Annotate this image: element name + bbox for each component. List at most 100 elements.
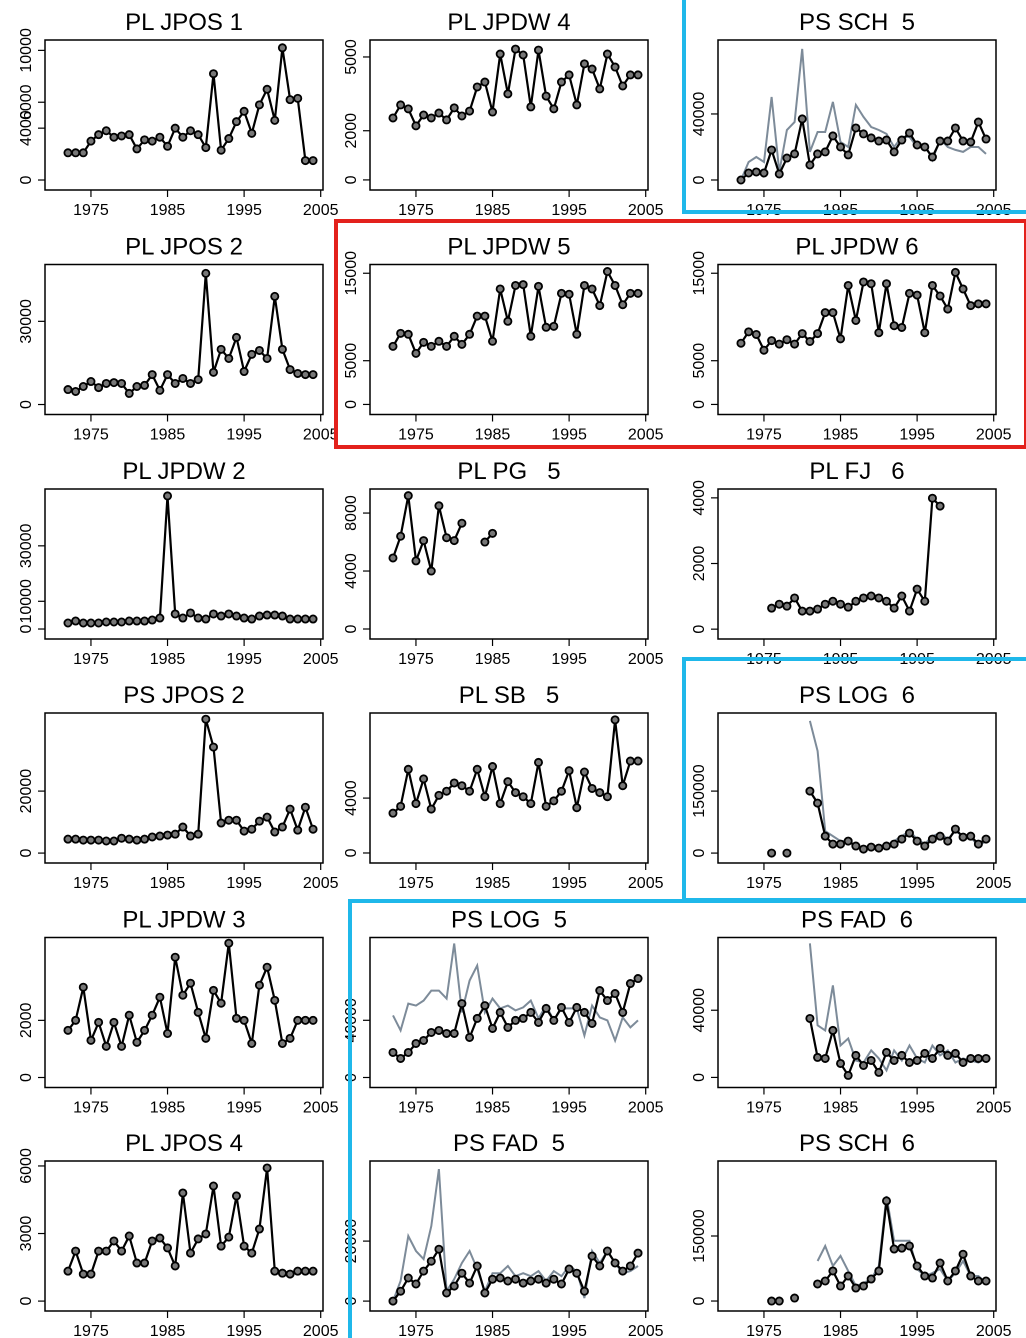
y-tick-label: 0	[343, 175, 360, 184]
y-tick-label: 0	[343, 848, 360, 857]
data-point	[618, 1007, 628, 1017]
data-point	[224, 134, 234, 144]
data-point	[579, 59, 589, 69]
data-point	[308, 370, 318, 380]
data-point	[277, 1268, 287, 1278]
data-point	[904, 288, 914, 298]
data-point	[472, 311, 482, 321]
data-point	[943, 836, 953, 846]
x-tick-label: 2005	[976, 1100, 1012, 1117]
data-point	[751, 329, 761, 339]
data-point	[958, 832, 968, 842]
data-point	[208, 609, 218, 619]
data-point	[388, 341, 398, 351]
data-point	[836, 142, 846, 152]
panel: PL SB 5 1975 1985 1995 2005 0 4000	[343, 682, 664, 892]
data-point	[426, 566, 436, 576]
data-point	[889, 147, 899, 157]
panel-title: PL JPDW 3	[122, 907, 245, 934]
highlight-boxes	[334, 0, 1026, 1338]
data-point	[533, 757, 543, 767]
data-point	[610, 989, 620, 999]
x-tick-label: 2005	[976, 1323, 1012, 1338]
x-tick-label: 1995	[226, 427, 262, 444]
data-point	[442, 533, 452, 543]
data-point	[178, 373, 188, 383]
data-point	[774, 1296, 784, 1306]
series-line	[68, 718, 315, 843]
data-point	[958, 136, 968, 146]
data-point	[820, 147, 830, 157]
data-point	[859, 844, 869, 854]
x-tick-label: 1995	[899, 427, 935, 444]
data-point	[109, 132, 119, 142]
x-tick-label: 1975	[73, 651, 109, 668]
data-point	[449, 331, 459, 341]
data-point	[270, 827, 280, 837]
data-point	[78, 381, 88, 391]
data-point	[556, 786, 566, 796]
data-point	[86, 1269, 96, 1279]
data-point	[579, 1286, 589, 1296]
data-point	[442, 341, 452, 351]
x-tick-label: 1995	[226, 1100, 262, 1117]
data-point	[881, 1047, 891, 1057]
data-point	[595, 788, 605, 798]
data-point	[78, 618, 88, 628]
data-point	[101, 1041, 111, 1051]
data-point	[254, 345, 264, 355]
data-point	[966, 137, 976, 147]
data-point	[117, 1246, 127, 1256]
data-point	[633, 288, 643, 298]
data-point	[201, 1033, 211, 1043]
panel-title: PS LOG 5	[451, 907, 567, 934]
data-point	[163, 370, 173, 380]
x-tick-label: 1995	[551, 427, 587, 444]
plot-frame	[717, 1160, 997, 1312]
data-point	[805, 160, 815, 170]
data-point	[442, 1288, 452, 1298]
data-point	[442, 1028, 452, 1038]
x-tick-label: 1995	[899, 1100, 935, 1117]
data-point	[958, 1057, 968, 1067]
data-point	[178, 613, 188, 623]
data-point	[147, 370, 157, 380]
data-point	[805, 336, 815, 346]
data-point	[419, 1266, 429, 1276]
data-point	[293, 614, 303, 624]
data-point	[94, 383, 104, 393]
data-point	[927, 1273, 937, 1283]
panel: PL JPOS 2 1975 1985 1995 2005 0 30000	[18, 234, 339, 444]
data-point	[117, 378, 127, 388]
data-point	[503, 1022, 513, 1032]
panel: PL JPDW 3 1975 1985 1995 2005 0 2000	[18, 907, 339, 1117]
x-tick-label: 2005	[628, 1100, 664, 1117]
data-point	[300, 802, 310, 812]
data-point	[132, 144, 142, 154]
data-point	[419, 536, 429, 546]
data-point	[549, 104, 559, 114]
data-point	[912, 1261, 922, 1271]
panel: PS SCH 6 1975 1985 1995 2005 0 150000	[691, 1130, 1012, 1338]
data-point	[419, 774, 429, 784]
data-point	[897, 1243, 907, 1253]
data-point	[625, 979, 635, 989]
data-point	[511, 1274, 521, 1284]
data-point	[981, 834, 991, 844]
x-tick-label: 2005	[976, 427, 1012, 444]
x-tick-label: 2005	[976, 875, 1012, 892]
data-point	[208, 367, 218, 377]
data-point	[224, 609, 234, 619]
plot-frame	[44, 263, 324, 416]
data-point	[782, 601, 792, 611]
data-point	[457, 339, 467, 349]
data-point	[426, 113, 436, 123]
y-tick-label: 0	[18, 400, 35, 409]
data-point	[277, 822, 287, 832]
x-tick-label: 1985	[823, 1100, 859, 1117]
data-point	[178, 1188, 188, 1198]
data-point	[935, 831, 945, 841]
plot-frame	[44, 1160, 324, 1312]
